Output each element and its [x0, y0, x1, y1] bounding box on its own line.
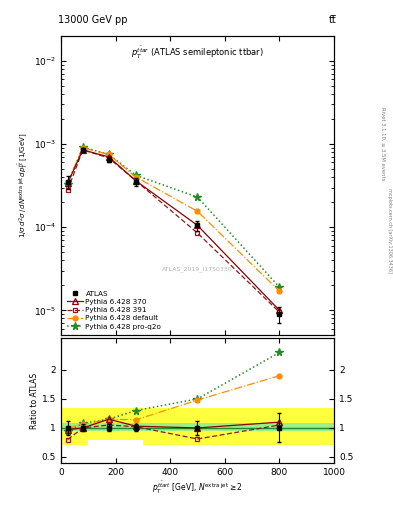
Legend: ATLAS, Pythia 6.428 370, Pythia 6.428 391, Pythia 6.428 default, Pythia 6.428 pr: ATLAS, Pythia 6.428 370, Pythia 6.428 39…	[64, 288, 163, 332]
X-axis label: $p_T^{t\bar{t}ar{t}}$ [GeV], $N^{\rm extra\ jet} \geq 2$: $p_T^{t\bar{t}ar{t}}$ [GeV], $N^{\rm ext…	[152, 480, 243, 496]
Bar	[88, 423, 143, 431]
Text: Rivet 3.1.10, ≥ 3.5M events: Rivet 3.1.10, ≥ 3.5M events	[381, 106, 386, 180]
Bar	[239, 408, 334, 445]
Y-axis label: Ratio to ATLAS: Ratio to ATLAS	[30, 373, 39, 429]
Bar	[239, 423, 334, 431]
Bar	[61, 408, 88, 445]
Text: $p_T^{t\bar{t}ar}$ (ATLAS semileptonic ttbar): $p_T^{t\bar{t}ar}$ (ATLAS semileptonic t…	[131, 45, 264, 61]
Text: 13000 GeV pp: 13000 GeV pp	[58, 15, 128, 26]
Bar	[143, 408, 239, 445]
Y-axis label: $1/\sigma\,d^2\sigma\,/\,dN^{\rm extra\ jet}\,dp_T^{t\bar{t}}$ [1/GeV]: $1/\sigma\,d^2\sigma\,/\,dN^{\rm extra\ …	[17, 133, 31, 239]
Text: tt̅: tt̅	[329, 15, 337, 26]
Text: mcplots.cern.ch [arXiv:1306.3436]: mcplots.cern.ch [arXiv:1306.3436]	[387, 188, 391, 273]
Bar	[61, 423, 88, 431]
Text: ATLAS_2019_I1750330: ATLAS_2019_I1750330	[162, 267, 233, 272]
Bar	[143, 423, 239, 431]
Bar	[88, 408, 143, 439]
